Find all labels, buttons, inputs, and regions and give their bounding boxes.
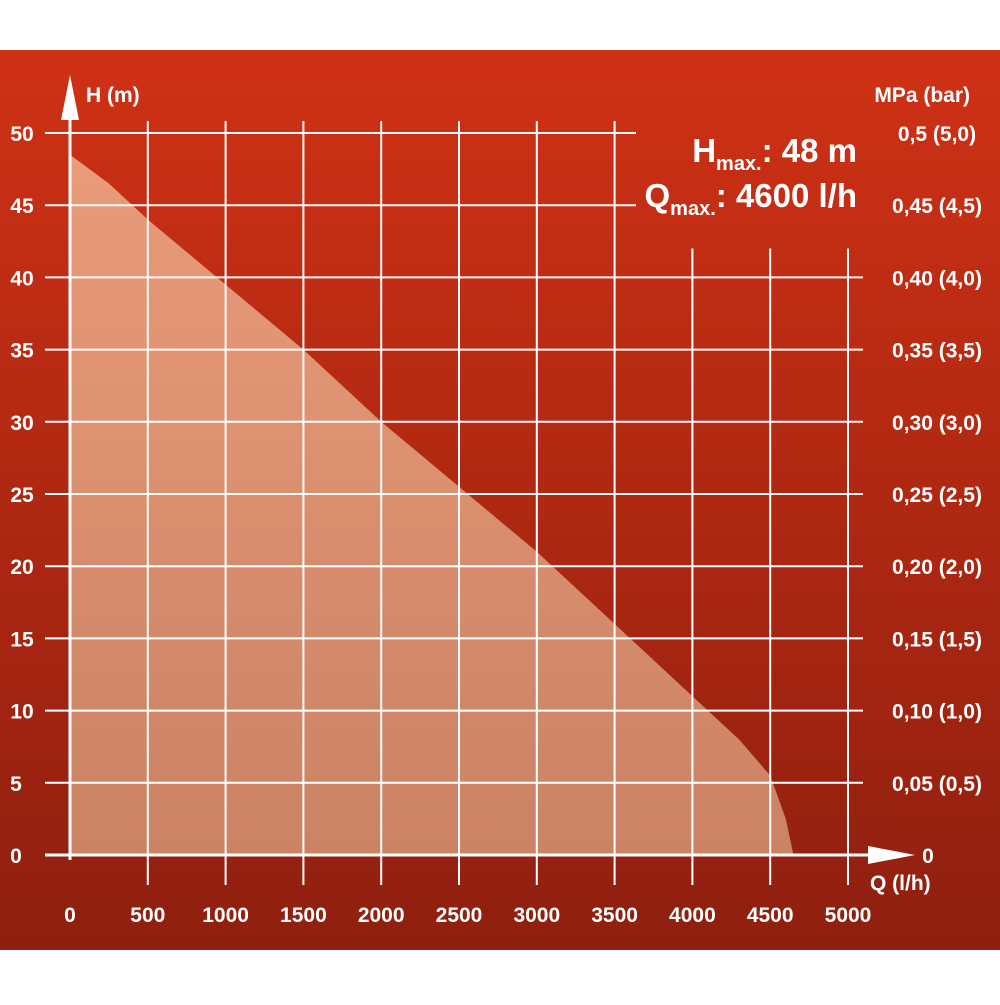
performance-curve-area <box>70 154 794 855</box>
x-tick-label: 4500 <box>747 904 794 927</box>
y2-tick-label: 0,35 (3,5) <box>892 340 982 363</box>
y-tick-label: 0 <box>10 845 22 868</box>
x-tick-label: 0 <box>64 904 76 927</box>
y-tick-label: 15 <box>10 628 34 651</box>
x-tick-label: 500 <box>130 904 165 927</box>
x-tick-labels: 0 500 1000 1500 2000 2500 3000 3500 4000 4500 5000 <box>64 904 871 927</box>
y-tick-label: 35 <box>10 340 34 363</box>
y-tick-label: 30 <box>10 412 33 435</box>
y2-tick-label: 0,30 (3,0) <box>892 412 982 435</box>
y-tick-label: 20 <box>10 556 33 579</box>
y-tick-label: 50 <box>10 123 33 146</box>
y-tick-labels: 0 5 10 15 20 25 30 35 40 45 50 <box>10 123 34 868</box>
x-tick-label: 1500 <box>280 904 327 927</box>
y-tick-label: 45 <box>10 195 34 218</box>
y-tick-label: 5 <box>10 773 22 796</box>
y2-tick-label: 0,40 (4,0) <box>892 267 982 290</box>
x-axis-title: Q (l/h) <box>870 872 931 895</box>
y2-tick-label: 0,15 (1,5) <box>892 628 982 651</box>
y2-tick-labels: 0 0,05 (0,5) 0,10 (1,0) 0,15 (1,5) 0,20 (2,0… <box>892 123 982 868</box>
x-tick-label: 4000 <box>669 904 716 927</box>
x-tick-label: 3000 <box>513 904 560 927</box>
x-tick-label: 2000 <box>358 904 405 927</box>
x-tick-label: 2500 <box>436 904 483 927</box>
y2-axis-title: MPa (bar) <box>874 84 970 107</box>
x-tick-label: 5000 <box>825 904 872 927</box>
y2-tick-label: 0,25 (2,5) <box>892 484 982 507</box>
y2-tick-label: 0,45 (4,5) <box>892 195 982 218</box>
y-axis-title: H (m) <box>86 84 140 107</box>
grid-lines <box>45 121 868 885</box>
y-tick-label: 10 <box>10 701 33 724</box>
x-tick-label: 1000 <box>202 904 249 927</box>
y-axis-arrow <box>61 75 79 860</box>
x-axis-arrow <box>868 846 915 864</box>
y2-tick-label: 0,05 (0,5) <box>892 773 982 796</box>
y2-tick-label: 0,20 (2,0) <box>892 556 982 579</box>
y-tick-label: 40 <box>10 267 33 290</box>
y2-tick-label: 0,5 (5,0) <box>898 123 976 146</box>
y2-tick-label: 0 <box>922 845 934 868</box>
y2-tick-label: 0,10 (1,0) <box>892 701 982 724</box>
x-tick-label: 3500 <box>591 904 638 927</box>
hmax-annotation: Hmax.: 48 m <box>692 132 857 175</box>
y-tick-label: 25 <box>10 484 34 507</box>
qmax-annotation: Qmax.: 4600 l/h <box>645 177 858 220</box>
